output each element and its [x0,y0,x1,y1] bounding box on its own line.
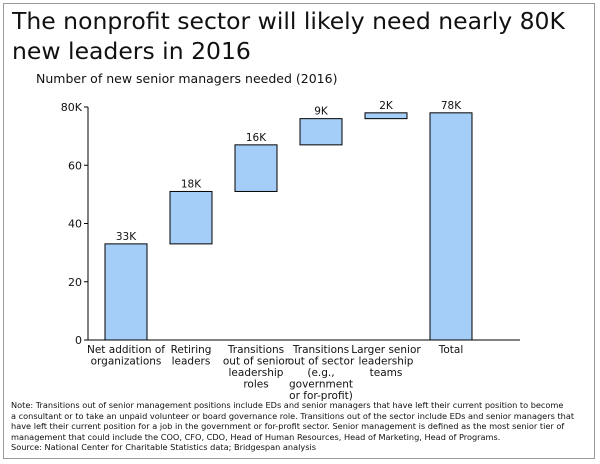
x-tick-label: roles [243,379,268,391]
title-line-1: The nonprofit sector will likely need ne… [12,7,565,35]
bar [299,118,343,146]
data-label: 78K [441,100,462,112]
bar [364,112,408,120]
footnote-line: a consultant or to take an unpaid volunt… [11,410,575,421]
bar [104,243,148,341]
x-tick-label: (e.g., [307,367,334,379]
x-tick-label: Transitions [292,344,349,356]
footnote-line: management that could include the COO, C… [11,431,501,442]
chart-frame [3,3,595,459]
data-label: 2K [379,100,394,112]
data-label: 16K [246,132,267,144]
x-tick-label: leadership [229,367,284,379]
y-tick-label: 20 [68,276,82,289]
x-tick-label: Total [438,344,464,356]
y-tick-label: 40 [68,218,82,231]
footnote: Note: Transitions out of senior manageme… [11,400,593,453]
y-tick-label: 60 [68,159,82,172]
chart-title: The nonprofit sector will likely need ne… [12,6,582,66]
y-tick-label: 0 [75,334,82,347]
data-label: 33K [116,231,137,243]
x-tick-label: out of senior [223,356,290,368]
x-tick-label: teams [370,367,403,379]
x-tick-label: organizations [91,356,162,368]
x-tick-label: government [289,379,353,391]
footnote-line: have left their current position for a j… [11,421,565,432]
x-tick-label: Transitions [227,344,284,356]
data-label: 9K [314,106,329,118]
x-tick-label: Retiring [171,344,212,356]
bar [234,144,278,192]
bar [169,190,213,245]
footnote-line: Note: Transitions out of senior manageme… [11,400,564,410]
y-tick-label: 80K [61,101,83,114]
x-tick-label: out of sector [288,356,355,368]
data-label: 18K [181,178,202,190]
source-line: Source: National Center for Charitable S… [11,442,317,453]
x-tick-label: leaders [172,356,211,368]
title-line-2: new leaders in 2016 [12,37,251,65]
x-tick-label: Larger senior [351,344,421,356]
x-tick-label: leadership [359,356,414,368]
chart-subtitle: Number of new senior managers needed (20… [36,71,338,86]
x-tick-label: or for-profit) [289,390,353,402]
x-tick-label: Net addition of [87,344,165,356]
bar [429,112,473,341]
